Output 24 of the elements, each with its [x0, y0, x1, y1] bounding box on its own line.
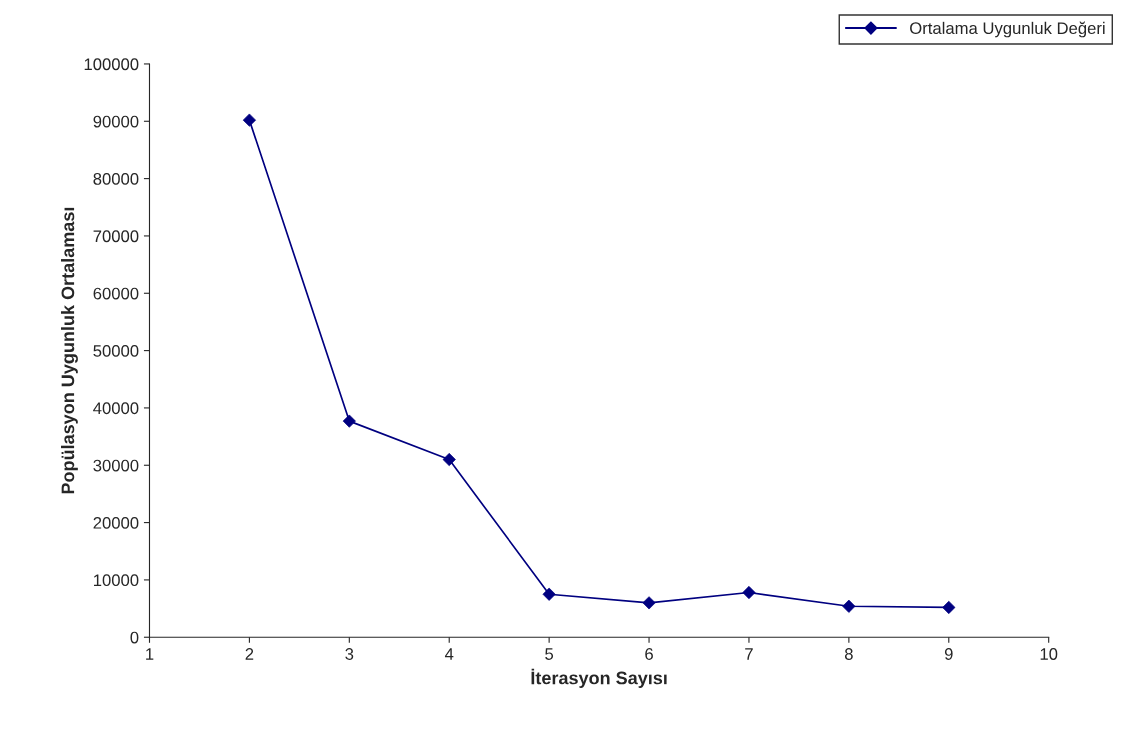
x-tick-label: 1	[146, 648, 154, 660]
x-tick-label: 3	[345, 648, 354, 660]
x-tick-label: 7	[745, 648, 753, 660]
y-tick-label: 0	[130, 631, 139, 644]
y-tick-label: 20000	[93, 516, 139, 529]
x-tick-label: 5	[545, 648, 554, 660]
x-tick-label: 2	[245, 648, 254, 660]
y-tick-label: 90000	[93, 115, 139, 128]
legend-label: Ortalama Uygunluk Değeri	[910, 21, 1105, 38]
x-tick-label: 10	[1040, 648, 1058, 660]
y-tick-label: 60000	[93, 287, 139, 300]
x-tick-label: 6	[645, 648, 653, 660]
y-tick-label: 50000	[93, 345, 139, 357]
y-tick-label: 40000	[93, 402, 139, 415]
y-tick-label: 70000	[93, 230, 139, 243]
y-tick-label: 100000	[84, 58, 139, 71]
y-tick-label: 10000	[94, 574, 139, 587]
y-tick-label: 80000	[93, 173, 139, 185]
x-tick-label: 8	[844, 648, 853, 660]
x-tick-label: 4	[444, 648, 454, 660]
y-tick-label: 30000	[93, 459, 139, 472]
y-axis-title: Popülasyon Uygunluk Ortalaması	[61, 207, 78, 494]
x-axis-title: İterasyon Sayısı	[531, 668, 667, 688]
x-tick-label: 9	[944, 648, 953, 660]
